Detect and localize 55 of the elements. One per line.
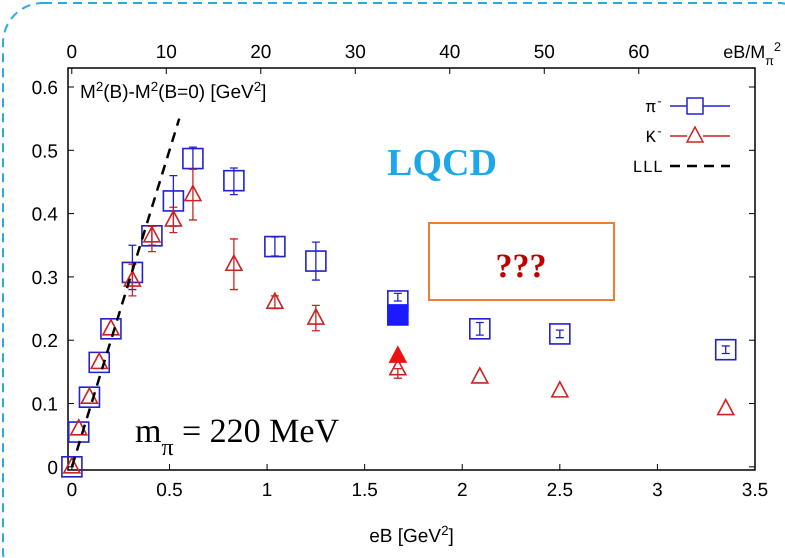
point	[716, 398, 735, 416]
point	[68, 421, 90, 443]
point	[551, 381, 569, 398]
x-tick-label: 3	[652, 480, 663, 501]
legend-label: K$^{-}$	[646, 125, 663, 148]
y-tick-label: 0.2	[32, 331, 58, 352]
x2-tick-label: 20	[250, 42, 272, 63]
point	[164, 210, 182, 227]
point	[264, 236, 286, 258]
point	[223, 170, 245, 192]
x-tick-label: 1	[262, 480, 272, 501]
x2-tick-label: 10	[156, 42, 177, 63]
point	[88, 352, 110, 374]
point	[122, 262, 144, 284]
x-tick-label: 0.5	[156, 480, 183, 501]
x-axis-title: eB [GeV$^{2}$]	[369, 522, 454, 547]
y-tick-label: 0.3	[32, 268, 58, 289]
point	[162, 190, 184, 212]
x2-tick-label: 60	[628, 42, 650, 63]
annotation: LQCD	[387, 142, 497, 184]
point	[469, 318, 491, 340]
point	[184, 184, 202, 202]
x-tick-label: 2.5	[546, 480, 574, 501]
point	[471, 367, 489, 384]
x2-tick-label: 0	[66, 42, 78, 63]
legend-entry: LLL	[632, 159, 730, 178]
point	[182, 148, 204, 170]
point	[387, 304, 409, 326]
y-axis-title: M$^{2}$(B)-M$^{2}$(B=0) [GeV$^{2}$]	[80, 78, 266, 103]
point	[714, 338, 737, 361]
x2-tick-label: 40	[439, 42, 460, 63]
y-tick-label: 0.1	[32, 394, 58, 416]
x2-tick-label: 30	[344, 42, 366, 63]
y-tick-label: 0	[47, 458, 58, 479]
point	[307, 308, 325, 325]
y-tick-label: 0.6	[32, 78, 58, 99]
legend-label: π$^{-}$	[646, 95, 663, 118]
point	[61, 456, 83, 478]
point	[389, 346, 407, 363]
point	[225, 254, 243, 272]
legend-label: LLL	[632, 159, 663, 178]
point	[100, 318, 122, 340]
x-tick-label: 1.5	[351, 480, 378, 501]
point	[305, 250, 327, 272]
point	[141, 224, 163, 247]
annotation: ???	[496, 248, 546, 285]
annotation: m$_{π}$ = 220 MeV	[135, 413, 340, 461]
x-tick-label: 0	[66, 480, 78, 501]
x-tick-label: 2	[456, 480, 468, 501]
point	[549, 323, 571, 345]
x-tick-label: 3.5	[742, 480, 768, 501]
x2-tick-label: 50	[534, 42, 555, 63]
y-tick-label: 0.5	[32, 141, 58, 162]
y-tick-label: 0.4	[32, 204, 58, 226]
point	[78, 386, 100, 408]
